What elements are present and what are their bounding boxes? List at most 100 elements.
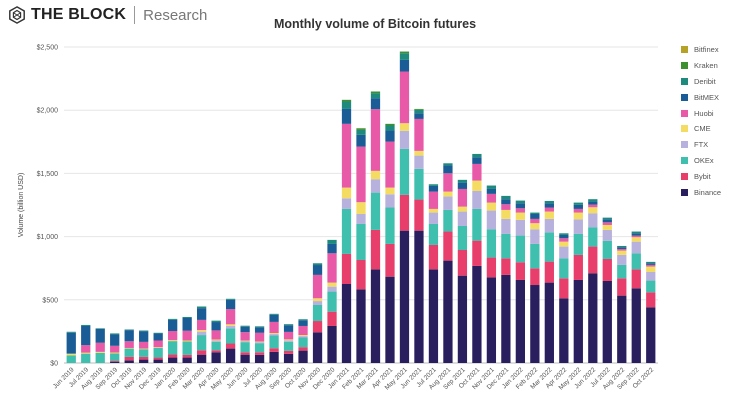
legend-item-cme[interactable]: CME [681, 121, 721, 137]
bar-segment-bitmex [211, 322, 221, 331]
bar-segment-deribit [168, 318, 178, 320]
bar-segment-binance [196, 354, 207, 363]
bar-segment-ftx [211, 340, 221, 342]
legend-label: Bitfinex [694, 45, 719, 55]
bar-segment-okex [153, 347, 163, 358]
bar-segment-bybit [370, 229, 381, 270]
legend-item-deribit[interactable]: Deribit [681, 74, 721, 90]
bar-segment-deribit [269, 313, 279, 315]
bar-segment-bitmex [631, 233, 641, 236]
bar-segment-binance [573, 279, 583, 363]
bar-segment-huobi [182, 330, 192, 341]
bar-segment-deribit [530, 212, 540, 214]
bar-segment-bybit [211, 350, 221, 353]
legend-item-huobi[interactable]: Huobi [681, 105, 721, 121]
bar-segment-bybit [428, 244, 439, 270]
y-tick-label: $1,500 [37, 171, 59, 178]
legend-swatch [681, 93, 688, 101]
legend-item-kraken[interactable]: Kraken [681, 58, 721, 74]
bar-segment-deribit [385, 125, 395, 131]
legend-label: Deribit [694, 76, 716, 86]
bar-segment-huobi [428, 191, 439, 209]
bar-segment-okex [399, 148, 410, 195]
bar-segment-okex [182, 341, 192, 355]
bar-segment-okex [370, 192, 381, 230]
bar-segment-okex [414, 168, 424, 200]
bar-segment-binance [602, 280, 612, 363]
bar-segment-binance [486, 277, 497, 363]
bar-segment-cme [515, 212, 526, 220]
bar-segment-bitmex [428, 185, 439, 192]
bar-segment-okex [472, 208, 482, 241]
legend-item-okex[interactable]: OKEx [681, 153, 721, 169]
bar-segment-okex [341, 208, 352, 254]
bar-segment-bitmex [341, 108, 352, 124]
bar-segment-okex [240, 342, 250, 353]
bar-segment-bitmex [81, 325, 91, 346]
legend-item-bybit[interactable]: Bybit [681, 168, 721, 184]
bar-segment-binance [646, 307, 656, 363]
bar-segment-bitmex [312, 265, 323, 275]
bar-segment-deribit [631, 231, 641, 234]
legend-item-ftx[interactable]: FTX [681, 137, 721, 153]
bar-segment-bybit [457, 249, 468, 276]
bar-segment-bybit [602, 258, 612, 281]
bar-segment-binance [559, 298, 569, 363]
bar-segment-deribit [486, 185, 497, 189]
bar-segment-ftx [559, 246, 569, 259]
bar-segment-bitmex [457, 182, 468, 189]
bar-segment-bitmex [298, 320, 308, 326]
bar-segment-bitmex [501, 199, 511, 205]
bar-segment-huobi [81, 345, 91, 353]
bar-segment-bybit [225, 343, 236, 349]
bar-segment-bybit [544, 261, 554, 283]
bar-segment-okex [211, 341, 221, 351]
bar-segment-cme [428, 208, 439, 213]
bar-segment-okex [385, 207, 395, 244]
bar-segment-deribit [95, 328, 105, 329]
bar-segment-ftx [588, 213, 598, 228]
chart-title: Monthly volume of Bitcoin futures [273, 17, 477, 31]
bar-segment-ftx [385, 194, 395, 208]
bar-segment-binance [240, 354, 250, 363]
bar-segment-binance [457, 275, 468, 363]
bar-segment-huobi [341, 123, 352, 188]
bar-segment-ftx [646, 271, 656, 281]
bar-segment-huobi [472, 163, 482, 181]
bar-segment-cme [457, 206, 468, 212]
bar-segment-bybit [530, 268, 540, 286]
bar-segment-okex [588, 227, 598, 247]
bar-segment-deribit [588, 199, 598, 202]
bar-segment-huobi [443, 173, 453, 192]
bar-segment-ftx [327, 286, 337, 292]
bar-segment-bybit [472, 240, 482, 266]
bar-segment-bybit [501, 258, 511, 275]
legend-item-bitfinex[interactable]: Bitfinex [681, 42, 721, 58]
bar-segment-ftx [312, 301, 323, 305]
bar-segment-huobi [588, 204, 598, 208]
bar-segment-okex [356, 223, 366, 260]
y-axis-label: Volume (billion USD) [18, 173, 25, 238]
legend-item-binance[interactable]: Binance [681, 184, 721, 200]
bar-segment-okex [312, 304, 323, 322]
bar-segment-bitmex [139, 331, 149, 342]
bar-segment-deribit [544, 200, 554, 204]
bar-segment-ftx [370, 179, 381, 193]
bar-segment-bybit [646, 292, 656, 308]
y-tick-label: $0 [50, 361, 58, 368]
bar-segment-cme [356, 202, 366, 214]
legend-label: Binance [694, 187, 722, 197]
bar-segment-ftx [443, 196, 453, 210]
bar-segment-bybit [139, 356, 149, 360]
bar-segment-cme [385, 187, 395, 195]
bar-segment-bybit [153, 357, 163, 360]
legend-item-bitmex[interactable]: BitMEX [681, 89, 721, 105]
bar-segment-binance [269, 351, 279, 363]
bar-segment-okex [544, 232, 554, 262]
bar-segment-bybit [298, 347, 308, 351]
bar-segment-bitmex [254, 327, 265, 333]
legend-swatch [681, 62, 688, 70]
bar-segment-cme [269, 333, 279, 335]
legend-swatch [681, 188, 688, 196]
bar-segment-deribit [283, 324, 294, 326]
